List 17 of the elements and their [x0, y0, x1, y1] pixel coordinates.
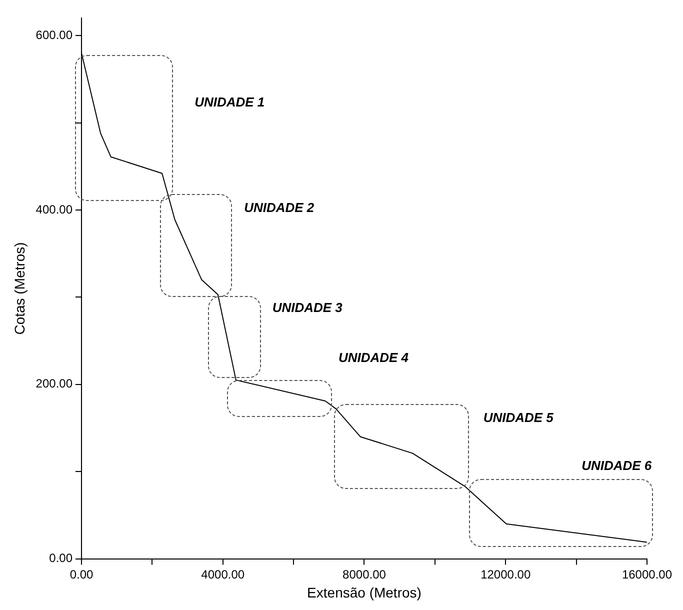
- annotation: UNIDADE 5: [483, 410, 554, 425]
- annotation: UNIDADE 6: [582, 458, 652, 473]
- x-axis-title: Extensão (Metros): [307, 584, 422, 600]
- annotation: UNIDADE 4: [338, 350, 410, 365]
- y-tick-label: 400.00: [36, 202, 73, 216]
- x-tick-label: 12000.00: [480, 567, 531, 582]
- y-axis-title: Cotas (Metros): [11, 242, 28, 335]
- x-tick-label: 0.00: [70, 567, 94, 582]
- y-tick-label: 600.00: [36, 28, 73, 42]
- y-tick-label: 0.00: [49, 551, 73, 566]
- y-tick-label: 200.00: [36, 376, 73, 391]
- annotation: UNIDADE 1: [194, 94, 265, 110]
- x-tick-label: 4000.00: [201, 567, 245, 582]
- x-tick-label: 8000.00: [342, 567, 386, 582]
- annotation: UNIDADE 3: [272, 300, 344, 316]
- annotation: UNIDADE 2: [244, 200, 315, 215]
- x-tick-label: 16000.00: [622, 567, 672, 582]
